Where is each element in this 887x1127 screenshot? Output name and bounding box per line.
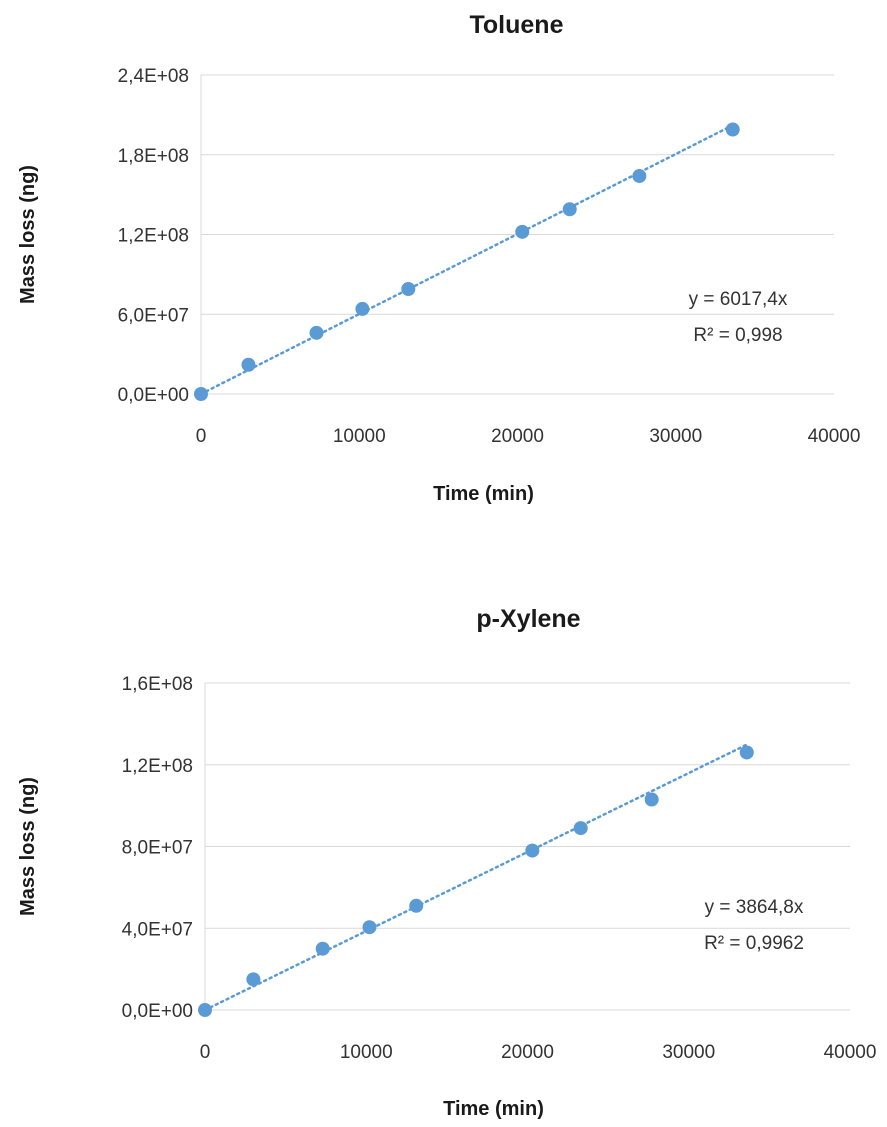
data-point [515, 224, 530, 239]
y-tick-label: 0,0E+00 [122, 1001, 193, 1022]
y-axis-title: Mass loss (ng) [17, 165, 39, 304]
x-tick-label: 20000 [491, 426, 544, 447]
y-tick-label: 1,8E+08 [118, 146, 189, 167]
data-point [409, 898, 424, 913]
x-tick-label: 0 [196, 426, 207, 447]
trendline [203, 743, 749, 1012]
x-tick-label: 10000 [340, 1042, 393, 1063]
data-point [315, 941, 330, 956]
data-point [309, 325, 324, 340]
data-point [644, 792, 659, 807]
x-axis-title: Time (min) [443, 1098, 544, 1120]
x-tick-label: 30000 [662, 1042, 715, 1063]
chart-title: p-Xylene [476, 605, 580, 633]
y-tick-label: 1,2E+08 [122, 756, 193, 777]
data-point [725, 122, 740, 137]
y-tick-label: 0,0E+00 [118, 385, 189, 406]
x-tick-label: 30000 [649, 426, 702, 447]
y-tick-label: 2,4E+08 [118, 66, 189, 87]
chart-title: Toluene [470, 11, 564, 39]
x-tick-label: 40000 [808, 426, 861, 447]
y-axis-title: Mass loss (ng) [17, 777, 39, 916]
toluene-chart: 0,0E+00 6,0E+07 1,2E+08 1,8E+08 2,4E+08 0 1000… [17, 11, 861, 505]
y-tick-label: 1,6E+08 [122, 674, 193, 695]
r-squared-label: R² = 0,9962 [704, 933, 804, 954]
y-tick-label: 4,0E+07 [122, 919, 193, 940]
data-point [562, 202, 577, 217]
data-point [241, 357, 256, 372]
data-point [739, 745, 754, 760]
trendline-equation: y = 3864,8x [705, 897, 804, 918]
data-point [194, 387, 208, 401]
x-tick-label: 40000 [824, 1042, 877, 1063]
x-tick-label: 0 [200, 1042, 211, 1063]
y-tick-label: 6,0E+07 [118, 305, 189, 326]
data-point [632, 169, 647, 184]
trendline [199, 124, 734, 396]
p-xylene-chart: 0,0E+00 4,0E+07 8,0E+07 1,2E+08 1,6E+08 0 1000… [17, 605, 877, 1120]
x-tick-label: 10000 [333, 426, 386, 447]
y-tick-label: 8,0E+07 [122, 838, 193, 859]
trendline-equation: y = 6017,4x [689, 289, 788, 310]
data-point [401, 281, 416, 296]
data-point [573, 821, 588, 836]
x-tick-label: 20000 [501, 1042, 554, 1063]
data-point [246, 972, 261, 987]
y-tick-label: 1,2E+08 [118, 226, 189, 247]
x-axis-title: Time (min) [433, 483, 534, 505]
data-point [355, 301, 370, 316]
r-squared-label: R² = 0,998 [693, 325, 782, 346]
data-point [362, 920, 377, 935]
data-point [525, 843, 540, 858]
data-point [198, 1003, 212, 1017]
